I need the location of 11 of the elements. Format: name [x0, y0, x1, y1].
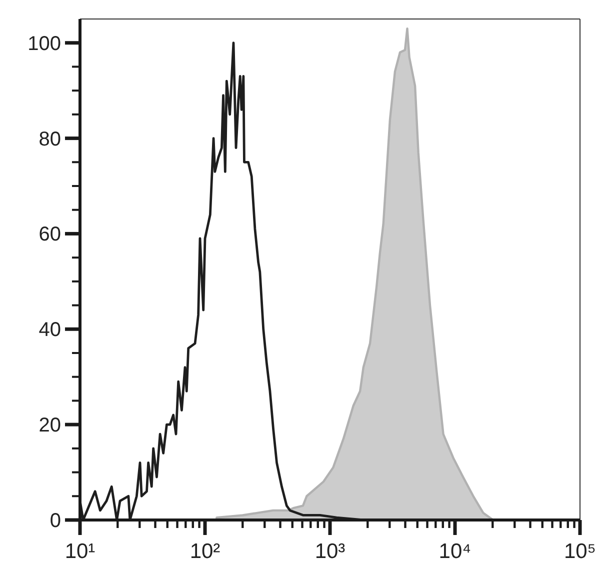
y-tick-label: 40 [38, 319, 61, 342]
x-tick-label: 10² [190, 540, 220, 563]
y-tick-label: 20 [38, 414, 61, 437]
x-tick-label: 10⁵ [564, 540, 596, 563]
y-tick-label: 80 [38, 128, 61, 150]
y-tick-label: 60 [38, 224, 61, 246]
x-tick-label: 10³ [314, 540, 346, 563]
y-tick-label: 0 [50, 510, 61, 532]
x-tick-label: 10¹ [64, 540, 96, 563]
x-tick-label: 10⁴ [438, 540, 472, 563]
y-tick-label: 100 [28, 32, 61, 55]
